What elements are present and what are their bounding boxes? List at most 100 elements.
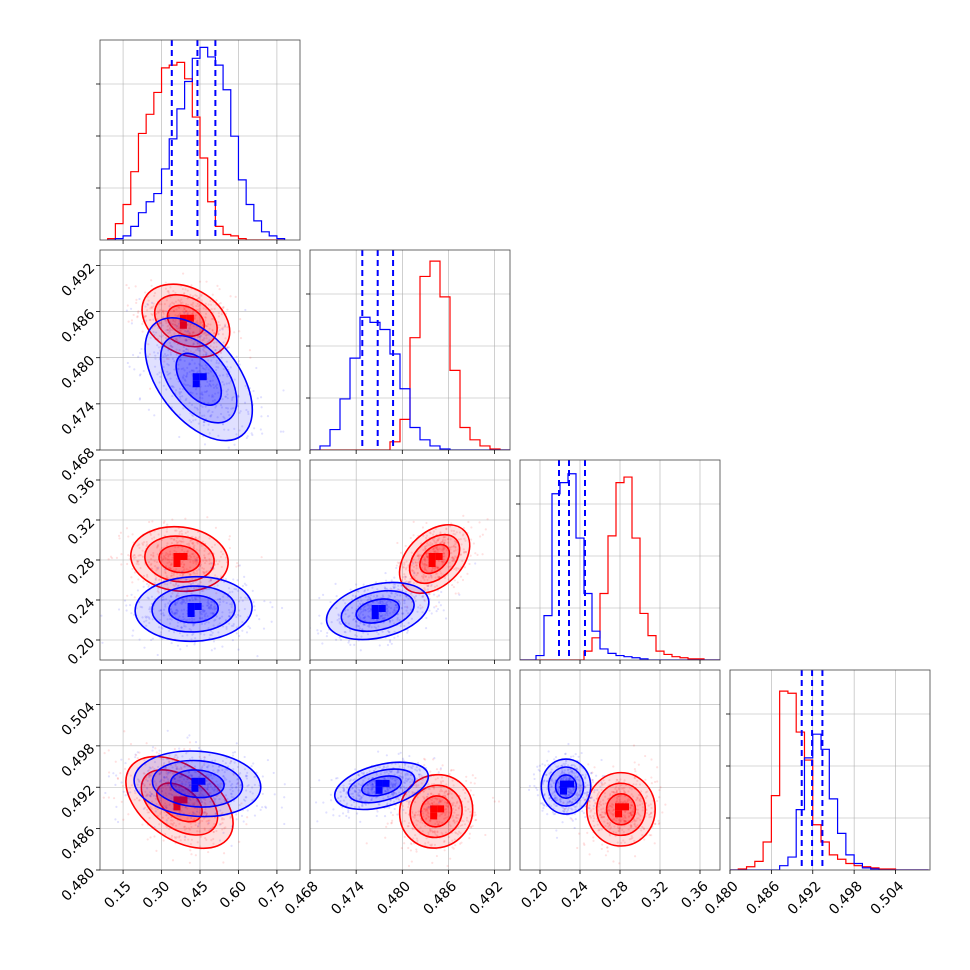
- sample-point: [443, 576, 447, 580]
- sample-point: [246, 809, 249, 812]
- sample-point: [442, 561, 445, 564]
- sample-point: [126, 361, 129, 365]
- sample-point: [259, 808, 262, 811]
- sample-point: [425, 568, 428, 572]
- sample-point: [181, 310, 185, 313]
- sample-point: [408, 754, 411, 758]
- sample-point: [417, 553, 420, 556]
- sample-point: [172, 323, 175, 326]
- sample-point: [441, 560, 445, 563]
- sample-point: [206, 604, 209, 607]
- sample-point: [189, 391, 193, 394]
- sample-point: [376, 810, 379, 813]
- sample-point: [217, 320, 220, 324]
- sample-point: [141, 555, 145, 558]
- sample-point: [443, 555, 446, 558]
- sample-point: [249, 356, 252, 359]
- sample-point: [206, 341, 210, 344]
- sample-point: [107, 771, 111, 774]
- sample-point: [135, 562, 138, 565]
- sample-point: [366, 604, 369, 607]
- sample-point: [441, 540, 444, 543]
- sample-point: [199, 610, 202, 614]
- sample-point: [205, 612, 208, 615]
- sample-point: [180, 562, 183, 566]
- sample-point: [195, 572, 199, 575]
- sample-point: [226, 326, 229, 329]
- sample-point: [381, 601, 384, 604]
- sample-point: [241, 425, 244, 428]
- panel-1-1: [306, 249, 511, 454]
- sample-point: [190, 413, 194, 417]
- sample-point: [191, 391, 194, 395]
- sample-point: [658, 796, 661, 799]
- sample-point: [154, 810, 157, 813]
- sample-point: [410, 860, 413, 863]
- sample-point: [228, 538, 231, 541]
- sample-point: [134, 285, 137, 288]
- sample-point: [205, 325, 208, 328]
- sample-point: [229, 380, 232, 383]
- sample-point: [185, 551, 188, 554]
- scatter-1-0: [125, 272, 285, 450]
- sample-point: [152, 551, 155, 555]
- sample-point: [195, 560, 199, 564]
- sample-point: [214, 406, 217, 409]
- sample-point: [153, 835, 156, 838]
- sample-point: [430, 583, 433, 586]
- sample-point: [175, 529, 178, 532]
- sample-point: [180, 298, 183, 301]
- sample-point: [134, 556, 137, 559]
- sample-point: [370, 604, 373, 607]
- sample-point: [163, 520, 166, 523]
- sample-point: [449, 525, 452, 528]
- sample-point: [141, 322, 144, 325]
- sample-point: [186, 543, 189, 546]
- sample-point: [201, 608, 204, 611]
- sample-point: [395, 564, 398, 567]
- sample-point: [134, 756, 137, 759]
- sample-point: [416, 554, 419, 558]
- sample-point: [429, 541, 432, 544]
- sample-point: [362, 623, 366, 626]
- sample-point: [188, 401, 191, 404]
- sample-point: [170, 345, 173, 348]
- sample-point: [192, 632, 195, 635]
- sample-point: [188, 599, 191, 602]
- sample-point: [119, 772, 122, 775]
- sample-point: [151, 749, 154, 752]
- sample-point: [202, 609, 206, 613]
- sample-point: [186, 311, 190, 314]
- sample-point: [203, 561, 207, 565]
- sample-point: [329, 793, 332, 796]
- sample-point: [204, 559, 207, 562]
- sample-point: [211, 562, 214, 565]
- sample-point: [204, 587, 207, 591]
- sample-point: [157, 578, 160, 581]
- sample-point: [387, 605, 390, 609]
- sample-point: [161, 310, 165, 313]
- sample-point: [166, 373, 169, 377]
- sample-point: [209, 323, 212, 326]
- sample-point: [403, 561, 406, 564]
- sample-point: [165, 319, 168, 322]
- sample-point: [237, 648, 240, 651]
- sample-point: [203, 556, 206, 559]
- sample-point: [407, 846, 410, 850]
- sample-point: [424, 575, 428, 578]
- sample-point: [469, 781, 473, 784]
- sample-point: [214, 349, 217, 352]
- sample-point: [438, 547, 441, 550]
- sample-point: [173, 747, 176, 751]
- sample-point: [344, 602, 347, 605]
- sample-point: [383, 815, 387, 818]
- sample-point: [424, 547, 427, 550]
- sample-point: [204, 368, 207, 371]
- sample-point: [137, 554, 140, 557]
- sample-point: [162, 521, 165, 525]
- sample-point: [219, 412, 223, 416]
- panel-2-1: [309, 459, 511, 664]
- sample-point: [147, 597, 150, 600]
- histogram-blue-0: [107, 46, 286, 240]
- sample-point: [166, 354, 169, 357]
